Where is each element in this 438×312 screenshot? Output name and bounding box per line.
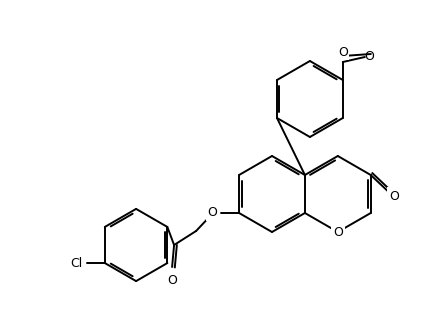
Text: Cl: Cl xyxy=(71,256,83,270)
Text: O: O xyxy=(364,50,374,62)
Text: O: O xyxy=(338,46,348,59)
Text: O: O xyxy=(333,226,343,238)
Text: O: O xyxy=(207,207,217,220)
Text: O: O xyxy=(389,189,399,202)
Text: O: O xyxy=(167,274,177,287)
